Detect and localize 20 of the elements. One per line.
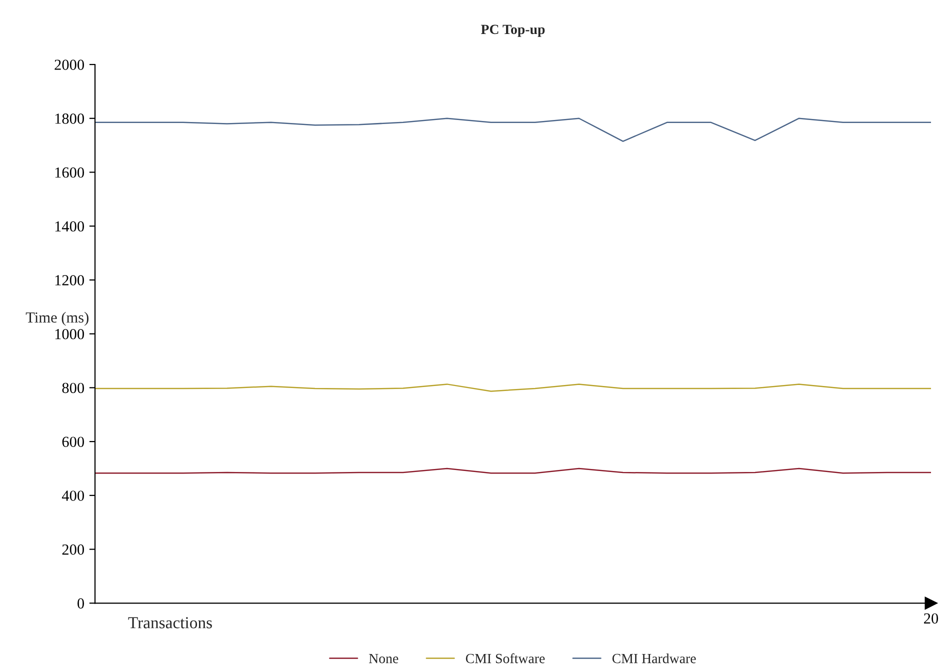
x-tick-label: 20 [924, 613, 938, 624]
line-series [95, 118, 931, 142]
y-tick-label: 1800 [55, 114, 84, 124]
y-tick-label: 800 [62, 382, 84, 394]
y-tick-label: 400 [62, 490, 84, 501]
chart-title: PC Top-up [480, 24, 545, 37]
legend-label: CMI Software [466, 653, 545, 664]
y-tick-label: 1200 [55, 275, 84, 286]
y-tick-label: 600 [62, 436, 84, 448]
legend-label: CMI Hardware [612, 653, 696, 664]
line-series [95, 384, 931, 392]
y-tick-label: 1400 [55, 221, 84, 232]
y-tick-label: 0 [78, 598, 84, 609]
y-tick-label: 1600 [55, 167, 84, 178]
y-tick-label: 1000 [55, 328, 84, 340]
y-tick-label: 2000 [54, 60, 84, 70]
x-axis-title: Transactions [128, 617, 212, 628]
y-axis-title: Time (ms) [26, 312, 88, 326]
legend-label: None [368, 654, 398, 664]
y-tick-label: 200 [62, 544, 84, 555]
